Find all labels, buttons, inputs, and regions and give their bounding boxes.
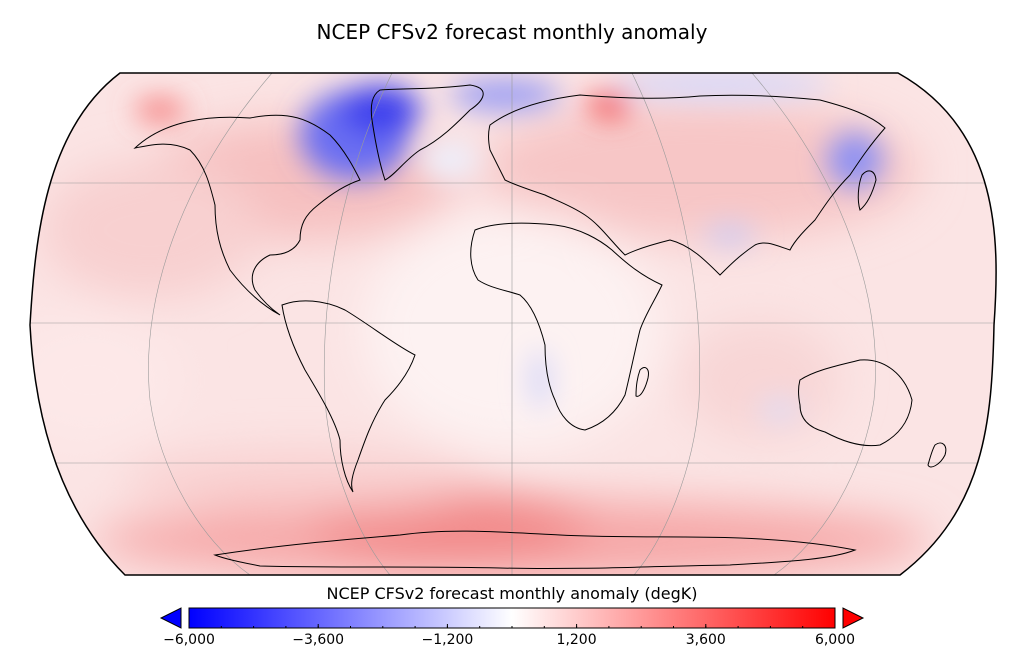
colorbar-tick-label: 6,000 <box>814 632 856 648</box>
anomaly-field <box>30 73 997 575</box>
colorbar-label: NCEP CFSv2 forecast monthly anomaly (deg… <box>326 584 698 603</box>
globe-outline <box>29 72 997 576</box>
coast-madagascar <box>635 367 649 397</box>
coast-africa <box>470 222 663 431</box>
colorbar-tick-label: −1,200 <box>421 632 474 648</box>
colorbar-tick-label: −3,600 <box>292 632 345 648</box>
coast-europe <box>488 94 886 276</box>
colorbar-tick-label: −6,000 <box>163 632 215 648</box>
coast-greenland <box>370 84 484 181</box>
map-title: NCEP CFSv2 forecast monthly anomaly <box>316 20 708 44</box>
colorbar-max-extend-arrow <box>842 607 865 629</box>
coast-south-america <box>281 300 416 493</box>
coast-japan <box>857 170 877 211</box>
coast-new-zealand <box>927 442 947 468</box>
colorbar-tick-label: 3,600 <box>685 632 726 648</box>
colorbar <box>159 607 865 629</box>
coast-north-america <box>133 114 361 316</box>
graticule <box>30 73 997 575</box>
colorbar-tick-label: 1,200 <box>556 632 597 648</box>
coast-australia <box>798 359 913 447</box>
coast-antarctica <box>213 530 857 570</box>
coastlines <box>133 84 947 570</box>
colorbar-min-extend-arrow <box>159 607 182 629</box>
colorbar-gradient <box>188 607 836 629</box>
